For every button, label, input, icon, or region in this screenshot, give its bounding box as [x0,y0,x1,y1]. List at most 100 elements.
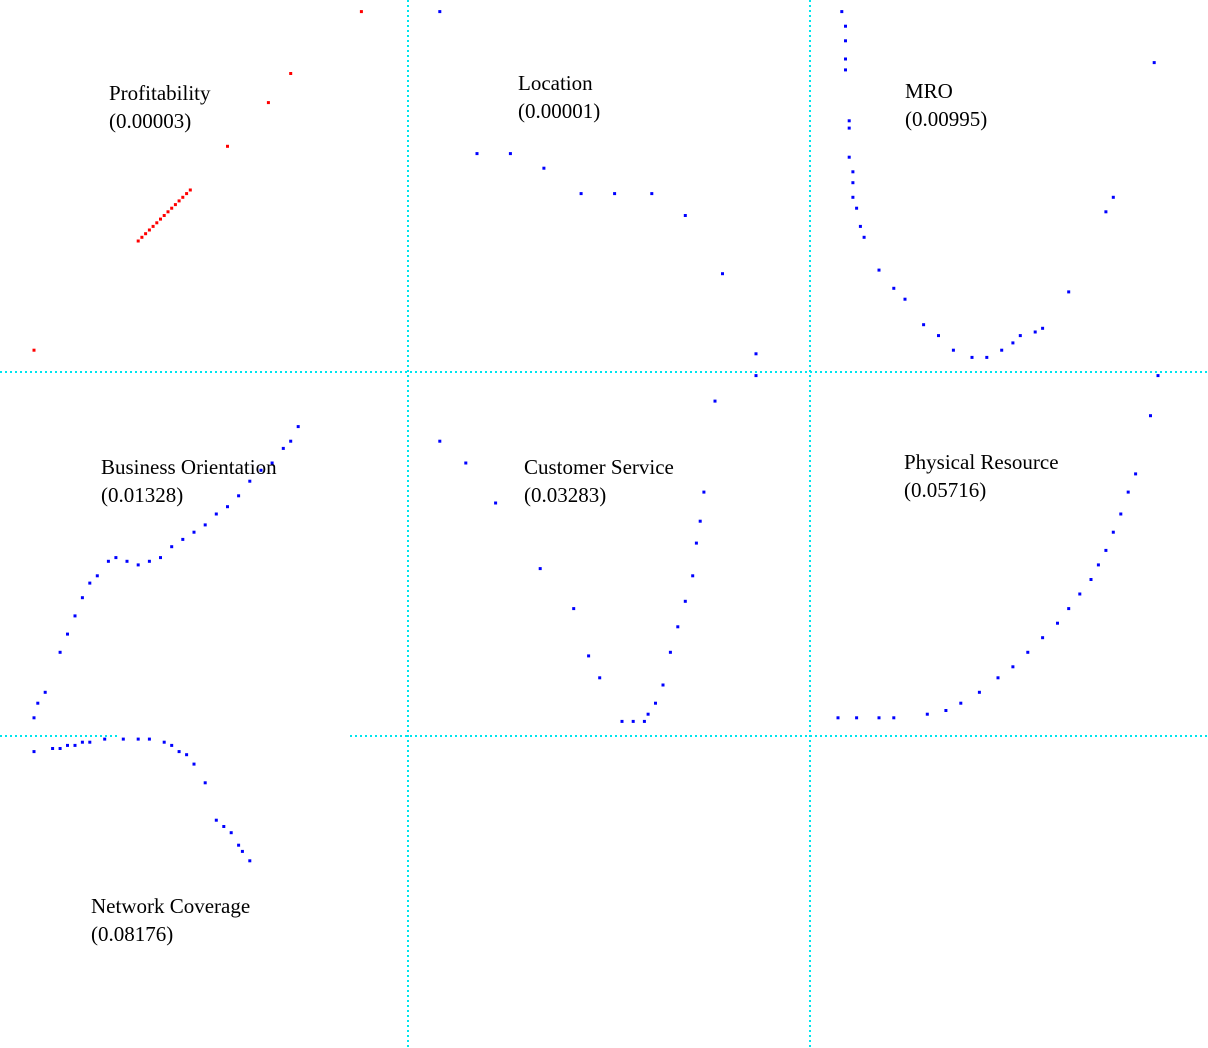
location-point-3 [542,166,546,170]
network-coverage-point-14 [185,753,189,757]
physical-resource-point-2 [877,716,881,720]
business-orientation-point-4 [66,632,69,636]
location-point-6 [650,192,654,196]
customer-service-point-20 [713,399,717,403]
mro-point-12 [858,224,862,228]
location-point-1 [475,152,479,156]
business-orientation-title: Business Orientation [101,455,277,479]
customer-service-point-3 [538,567,542,571]
profitability-point-15 [188,188,192,192]
location-point-8 [721,272,724,276]
profitability-point-4 [147,228,151,232]
business-orientation-point-14 [159,556,162,560]
network-coverage-point-15 [192,762,196,766]
location-point-10 [754,374,758,378]
profitability-point-3 [144,232,148,236]
mro-point-26 [1041,326,1045,330]
physical-resource-point-1 [855,716,859,720]
location-title: Location [518,71,593,95]
location-point-0 [438,10,442,14]
customer-service-point-17 [694,541,698,545]
network-coverage-point-12 [170,743,174,747]
customer-service-point-14 [676,625,680,629]
mro-point-25 [1033,330,1037,334]
network-coverage-point-11 [162,740,166,744]
physical-resource-point-16 [1096,563,1100,567]
mro-point-29 [1111,195,1115,199]
panel-physical-resource [836,374,1160,720]
profitability-point-19 [359,10,363,14]
mro-point-22 [1000,348,1004,352]
profitability-point-0 [32,348,36,352]
network-coverage-value: (0.08176) [91,922,173,946]
customer-service-point-10 [646,712,650,716]
physical-resource-point-0 [836,716,840,720]
customer-service-title: Customer Service [524,455,674,479]
mro-point-19 [951,348,955,352]
panel-location [438,10,758,378]
customer-service-point-1 [464,461,468,465]
network-coverage-point-18 [222,825,226,828]
network-coverage-point-6 [88,740,92,744]
customer-service-point-8 [631,719,635,723]
mro-point-14 [877,268,881,272]
location-point-4 [579,192,583,196]
physical-resource-point-4 [925,712,929,716]
profitability-point-7 [159,217,162,221]
physical-resource-point-10 [1026,650,1030,654]
network-coverage-point-20 [237,843,241,847]
network-coverage-point-13 [177,750,181,754]
panel-mro [840,10,1156,359]
customer-service-point-0 [438,439,442,443]
location-point-7 [683,214,687,217]
profitability-point-1 [136,239,140,243]
network-coverage-title: Network Coverage [91,894,250,918]
mro-point-30 [1152,61,1156,65]
business-orientation-value: (0.01328) [101,483,183,507]
mro-point-28 [1104,210,1108,214]
profitability-point-8 [162,214,166,217]
business-orientation-point-11 [125,559,129,563]
physical-resource-point-5 [944,709,948,712]
mro-point-18 [937,334,940,338]
mro-point-0 [840,10,844,14]
business-orientation-point-22 [248,479,252,483]
business-orientation-point-20 [226,505,229,509]
business-orientation-point-9 [106,559,110,563]
network-coverage-point-22 [248,859,252,863]
physical-resource-point-20 [1126,490,1130,494]
profitability-point-16 [226,144,229,148]
panel-profitability [32,10,363,352]
mro-point-7 [847,155,851,159]
network-coverage-point-7 [103,737,107,741]
business-orientation-point-5 [73,614,77,618]
physical-resource-point-6 [959,701,963,705]
business-orientation-point-24 [270,461,274,465]
business-orientation-point-2 [43,690,47,694]
business-orientation-point-23 [259,468,263,472]
profitability-point-2 [140,235,144,239]
network-coverage-point-5 [80,740,84,744]
customer-service-point-15 [683,599,687,603]
business-orientation-point-25 [281,446,285,450]
business-orientation-point-13 [147,559,151,563]
business-orientation-point-1 [36,701,40,705]
network-coverage-point-2 [58,747,62,750]
customer-service-point-2 [494,501,498,505]
network-coverage-point-17 [214,818,218,822]
physical-resource-point-8 [996,676,1000,680]
customer-service-point-19 [702,490,706,494]
physical-resource-point-14 [1078,592,1082,596]
physical-resource-point-13 [1067,607,1071,611]
profitability-point-17 [266,101,270,105]
network-coverage-point-8 [121,737,125,741]
mro-point-20 [970,355,974,359]
mro-point-11 [855,206,859,210]
mro-point-9 [851,181,855,185]
location-value: (0.00001) [518,99,600,123]
mro-point-13 [862,235,866,239]
physical-resource-point-21 [1134,472,1138,476]
profitability-point-13 [181,195,185,199]
